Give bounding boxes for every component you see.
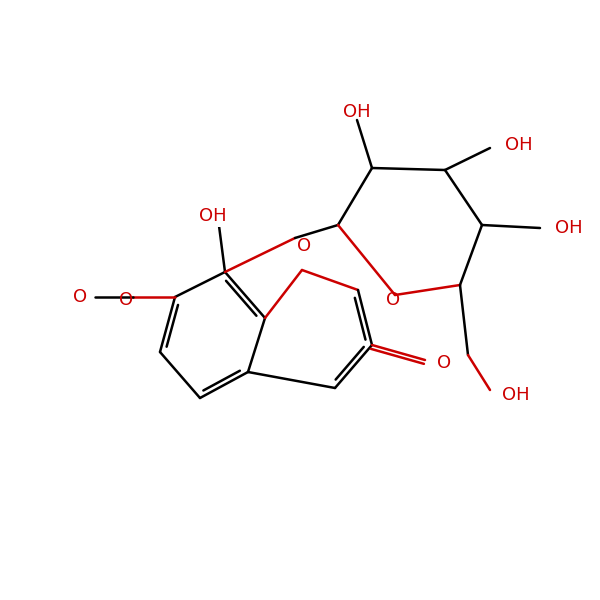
Text: O: O [386,291,400,309]
Text: O: O [437,354,451,372]
Text: O: O [119,291,133,309]
Text: O: O [297,237,311,255]
Text: OH: OH [343,103,371,121]
Text: OH: OH [199,207,227,225]
Text: OH: OH [505,136,533,154]
Text: OH: OH [502,386,530,404]
Text: O: O [73,288,87,306]
Text: OH: OH [555,219,583,237]
